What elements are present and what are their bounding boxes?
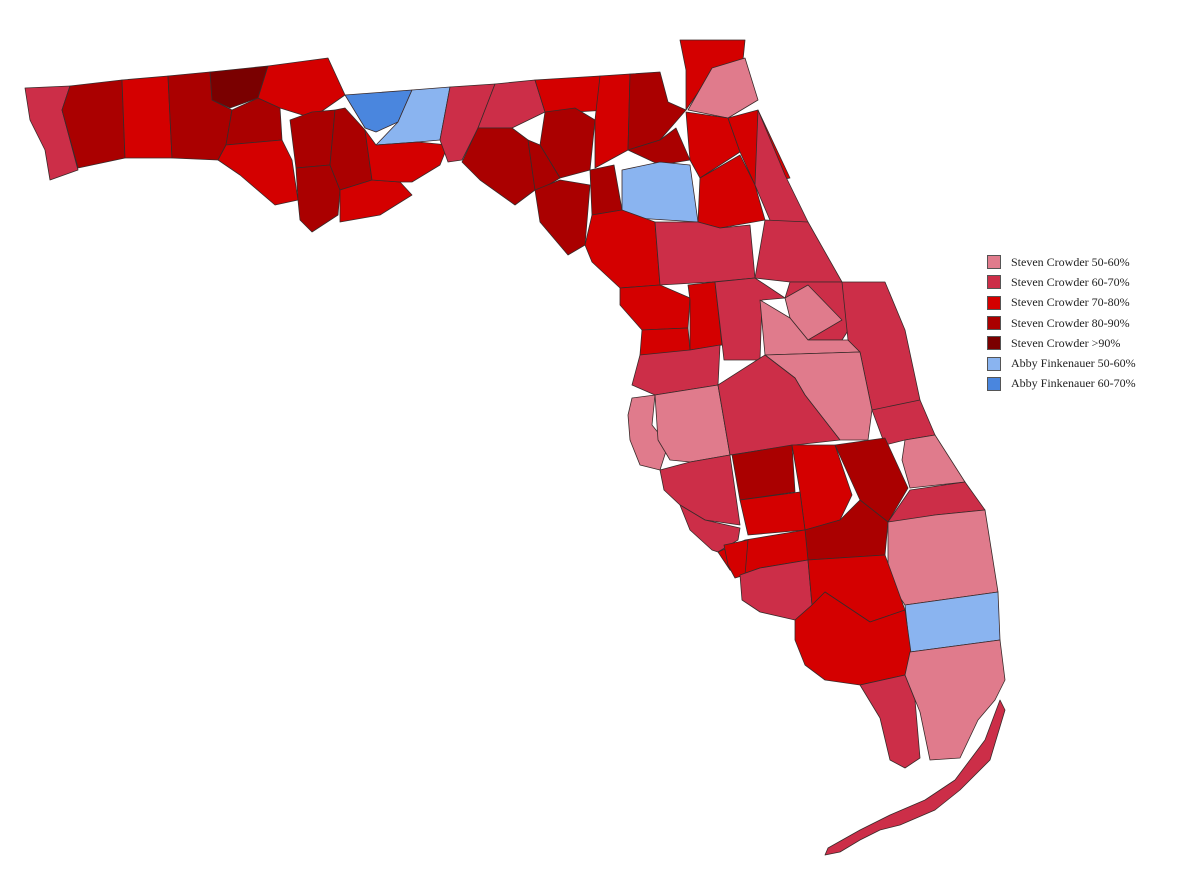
county-okeechobee: [834, 437, 909, 523]
county-calhoun: [289, 109, 336, 169]
county-gilchrist: [589, 164, 623, 216]
legend-swatch: [987, 356, 1001, 371]
legend-label: Abby Finkenauer 50-60%: [1011, 356, 1136, 371]
county-taylor: [461, 127, 536, 206]
county-madison: [477, 79, 546, 129]
legend-item: Abby Finkenauer 50-60%: [987, 353, 1136, 373]
county-hardee: [731, 444, 796, 501]
county-dixie: [534, 179, 591, 256]
county-franklin: [339, 179, 413, 223]
county-washington: [225, 97, 283, 146]
county-miami-dade: [904, 639, 1006, 761]
county-okaloosa: [121, 75, 173, 159]
legend-swatch: [987, 255, 1001, 270]
legend-item: Steven Crowder 60-70%: [987, 272, 1136, 292]
county-gulf: [295, 164, 341, 233]
legend-label: Steven Crowder >90%: [1011, 335, 1121, 350]
county-manatee: [659, 454, 741, 526]
legend-label: Steven Crowder 50-60%: [1011, 254, 1130, 269]
county-gadsden: [344, 89, 413, 133]
legend-swatch: [987, 316, 1001, 331]
county-flagler: [754, 219, 843, 283]
legend-item: Steven Crowder >90%: [987, 333, 1136, 353]
county-duval: [687, 57, 759, 119]
county-alachua: [621, 161, 699, 223]
county-bay: [217, 139, 299, 206]
county-marion: [654, 221, 756, 286]
county-seminole: [784, 284, 843, 341]
county-charlotte-harbor: [723, 539, 749, 579]
county-palm-beach: [887, 509, 999, 606]
county-levy: [584, 209, 661, 289]
legend-swatch: [987, 275, 1001, 290]
legend-swatch: [987, 376, 1001, 391]
county-citrus: [619, 284, 691, 331]
county-hillsborough: [654, 384, 731, 463]
legend-item: Abby Finkenauer 60-70%: [987, 374, 1136, 394]
legend-label: Abby Finkenauer 60-70%: [1011, 376, 1136, 391]
legend-item: Steven Crowder 80-90%: [987, 313, 1136, 333]
county-bradford: [685, 111, 741, 179]
county-desoto: [739, 491, 806, 536]
legend-item: Steven Crowder 70-80%: [987, 293, 1136, 313]
legend-item: Steven Crowder 50-60%: [987, 252, 1136, 272]
county-santa-rosa: [61, 79, 126, 169]
county-columbia: [594, 73, 631, 169]
county-lake: [714, 277, 786, 361]
map-legend: Steven Crowder 50-60% Steven Crowder 60-…: [987, 252, 1136, 394]
legend-label: Steven Crowder 80-90%: [1011, 315, 1130, 330]
county-union: [627, 127, 691, 166]
county-wakulla: [364, 129, 449, 183]
legend-label: Steven Crowder 70-80%: [1011, 295, 1130, 310]
legend-swatch: [987, 336, 1001, 351]
county-hamilton: [534, 75, 609, 113]
legend-label: Steven Crowder 60-70%: [1011, 274, 1130, 289]
county-st-lucie: [901, 434, 966, 489]
county-holmes: [209, 65, 269, 109]
florida-keys: [824, 699, 1006, 856]
legend-swatch: [987, 295, 1001, 310]
